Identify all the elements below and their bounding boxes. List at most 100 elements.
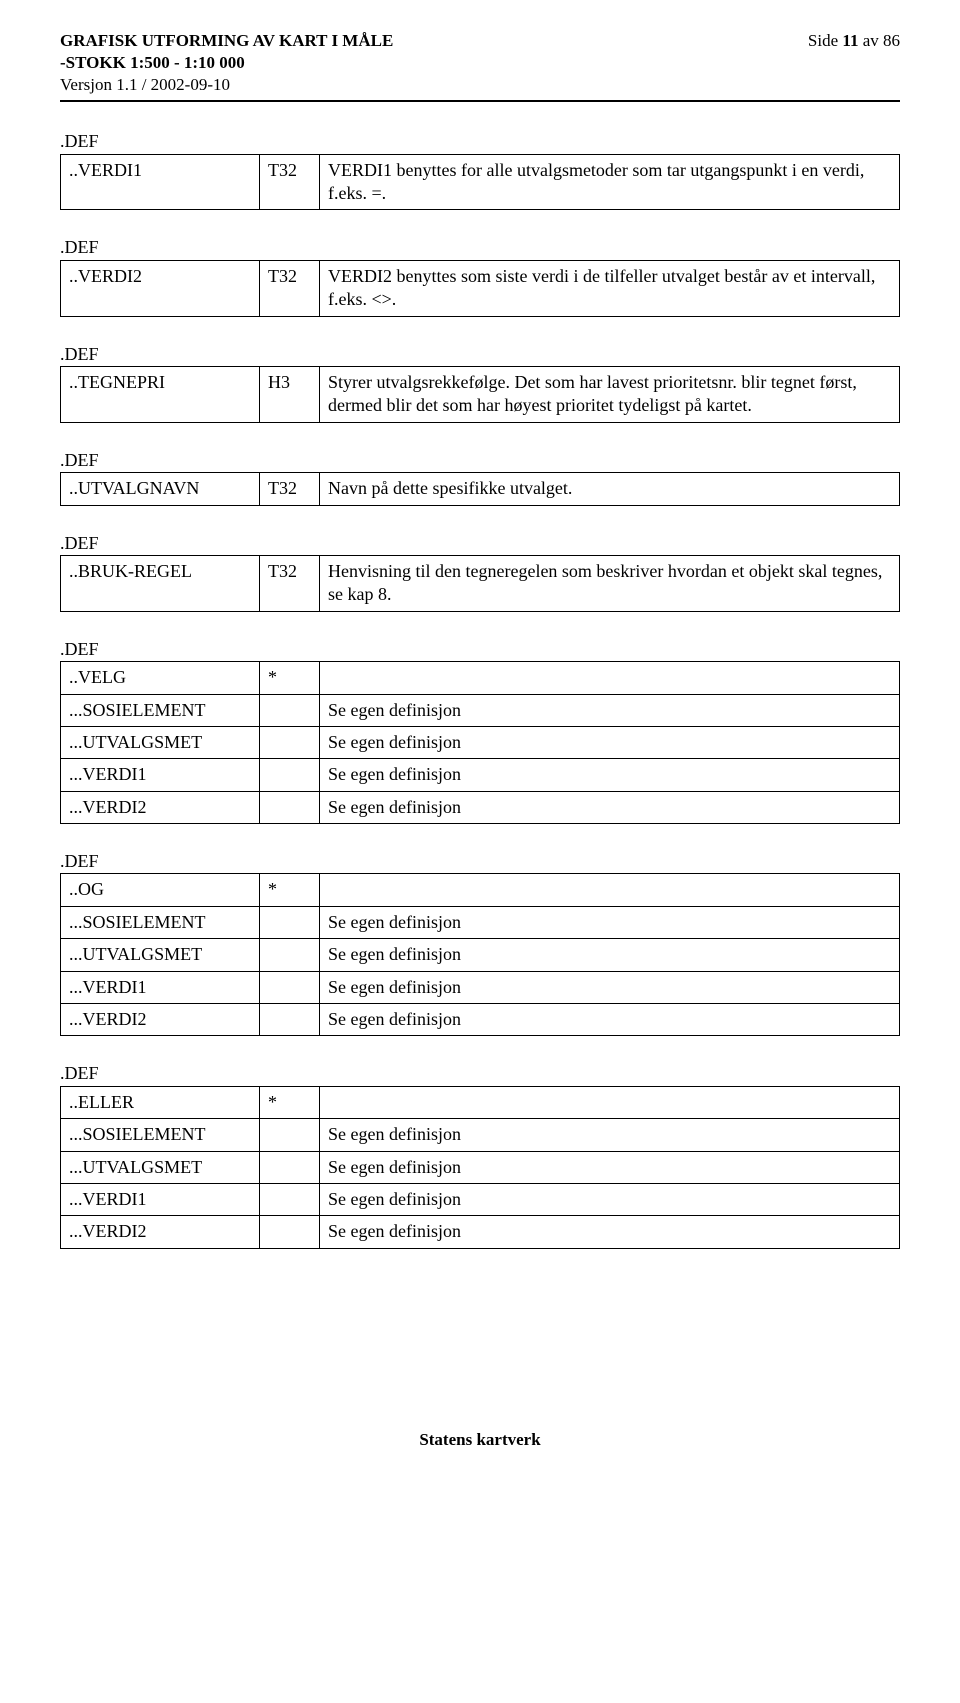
header-divider (60, 100, 900, 102)
def-block: .DEF..VELG*...SOSIELEMENT Se egen definis… (60, 638, 900, 824)
cell-desc (320, 873, 900, 906)
table-row: ...SOSIELEMENT Se egen definisjon (60, 1119, 900, 1151)
def-table: ..VERDI2T32VERDI2 benyttes som siste ver… (60, 260, 900, 317)
cell-type (260, 1152, 320, 1184)
cell-name: ...SOSIELEMENT (60, 1119, 260, 1151)
cell-type: T32 (260, 154, 320, 211)
cell-name: ..ELLER (60, 1086, 260, 1119)
cell-desc: Se egen definisjon (320, 1119, 900, 1151)
def-table: ..TEGNEPRIH3Styrer utvalgsrekkefølge. De… (60, 366, 900, 423)
table-row: ..VERDI1T32VERDI1 benyttes for alle utva… (60, 154, 900, 211)
def-block: .DEF..BRUK-REGELT32Henvisning til den te… (60, 532, 900, 612)
cell-name: ..TEGNEPRI (60, 366, 260, 423)
cell-type (260, 1216, 320, 1248)
cell-desc (320, 1086, 900, 1119)
cell-desc: Se egen definisjon (320, 1004, 900, 1036)
cell-desc: Henvisning til den tegneregelen som besk… (320, 555, 900, 612)
cell-desc: Se egen definisjon (320, 1184, 900, 1216)
cell-name: ...VERDI2 (60, 1004, 260, 1036)
cell-desc: Se egen definisjon (320, 907, 900, 939)
page-label: Side (808, 31, 838, 50)
table-row: ..BRUK-REGELT32Henvisning til den tegner… (60, 555, 900, 612)
cell-name: ..OG (60, 873, 260, 906)
cell-name: ...SOSIELEMENT (60, 695, 260, 727)
def-table: ..UTVALGNAVNT32Navn på dette spesifikke … (60, 472, 900, 505)
table-row: ..VERDI2T32VERDI2 benyttes som siste ver… (60, 260, 900, 317)
def-label: .DEF (60, 449, 900, 472)
cell-name: ...VERDI2 (60, 792, 260, 824)
cell-type: * (260, 873, 320, 906)
table-row: ..VELG* (60, 661, 900, 694)
def-block: .DEF..TEGNEPRIH3Styrer utvalgsrekkefølge… (60, 343, 900, 423)
def-label: .DEF (60, 236, 900, 259)
footer: Statens kartverk (60, 1429, 900, 1451)
def-block: .DEF..VERDI1T32VERDI1 benyttes for alle … (60, 130, 900, 210)
def-label: .DEF (60, 638, 900, 661)
cell-desc: Navn på dette spesifikke utvalget. (320, 472, 900, 505)
table-row: ...VERDI2 Se egen definisjon (60, 1004, 900, 1036)
cell-type (260, 759, 320, 791)
cell-name: ...VERDI2 (60, 1216, 260, 1248)
cell-type (260, 1004, 320, 1036)
table-row: ...UTVALGSMETSe egen definisjon (60, 1152, 900, 1184)
table-row: ...VERDI2 Se egen definisjon (60, 1216, 900, 1248)
cell-name: ...UTVALGSMET (60, 727, 260, 759)
cell-desc: Se egen definisjon (320, 1216, 900, 1248)
cell-name: ..VERDI2 (60, 260, 260, 317)
def-block: .DEF..OG*...SOSIELEMENT Se egen definisjo… (60, 850, 900, 1036)
table-row: ...SOSIELEMENT Se egen definisjon (60, 695, 900, 727)
cell-type: * (260, 661, 320, 694)
cell-name: ...VERDI1 (60, 972, 260, 1004)
header-right: Side 11 av 86 (808, 30, 900, 52)
table-row: ...SOSIELEMENT Se egen definisjon (60, 907, 900, 939)
cell-type: T32 (260, 555, 320, 612)
header-title-1: GRAFISK UTFORMING AV KART I MÅLE (60, 30, 393, 52)
cell-desc: VERDI1 benyttes for alle utvalgsmetoder … (320, 154, 900, 211)
def-table: ..VERDI1T32VERDI1 benyttes for alle utva… (60, 154, 900, 211)
header-left: GRAFISK UTFORMING AV KART I MÅLE -STOKK … (60, 30, 393, 96)
table-row: ...UTVALGSMETSe egen definisjon (60, 939, 900, 971)
cell-desc: Se egen definisjon (320, 727, 900, 759)
cell-name: ...VERDI1 (60, 759, 260, 791)
header-title-2: -STOKK 1:500 - 1:10 000 (60, 52, 393, 74)
table-row: ...VERDI1Se egen definisjon (60, 1184, 900, 1216)
cell-name: ...UTVALGSMET (60, 1152, 260, 1184)
def-label: .DEF (60, 1062, 900, 1085)
def-table: ..ELLER*...SOSIELEMENT Se egen definisjon… (60, 1086, 900, 1249)
cell-desc: VERDI2 benyttes som siste verdi i de til… (320, 260, 900, 317)
cell-desc (320, 661, 900, 694)
header-version: Versjon 1.1 / 2002-09-10 (60, 74, 393, 96)
cell-type: H3 (260, 366, 320, 423)
def-label: .DEF (60, 850, 900, 873)
cell-type: T32 (260, 260, 320, 317)
table-row: ..ELLER* (60, 1086, 900, 1119)
cell-desc: Styrer utvalgsrekkefølge. Det som har la… (320, 366, 900, 423)
cell-type (260, 1184, 320, 1216)
cell-name: ..BRUK-REGEL (60, 555, 260, 612)
cell-desc: Se egen definisjon (320, 792, 900, 824)
def-table: ..BRUK-REGELT32Henvisning til den tegner… (60, 555, 900, 612)
def-label: .DEF (60, 532, 900, 555)
cell-name: ...SOSIELEMENT (60, 907, 260, 939)
page-header: GRAFISK UTFORMING AV KART I MÅLE -STOKK … (60, 30, 900, 96)
cell-type: T32 (260, 472, 320, 505)
cell-type (260, 1119, 320, 1151)
def-table: ..VELG*...SOSIELEMENT Se egen definisjon.… (60, 661, 900, 824)
cell-desc: Se egen definisjon (320, 695, 900, 727)
cell-type (260, 695, 320, 727)
cell-name: ..VELG (60, 661, 260, 694)
def-block: .DEF..ELLER*...SOSIELEMENT Se egen defini… (60, 1062, 900, 1248)
def-label: .DEF (60, 130, 900, 153)
def-table: ..OG*...SOSIELEMENT Se egen definisjon...… (60, 873, 900, 1036)
table-row: ...VERDI1 Se egen definisjon (60, 759, 900, 791)
table-row: ..UTVALGNAVNT32Navn på dette spesifikke … (60, 472, 900, 505)
table-row: ...VERDI1Se egen definisjon (60, 972, 900, 1004)
table-row: ...VERDI2 Se egen definisjon (60, 792, 900, 824)
def-block: .DEF..UTVALGNAVNT32Navn på dette spesifi… (60, 449, 900, 506)
table-row: ..TEGNEPRIH3Styrer utvalgsrekkefølge. De… (60, 366, 900, 423)
page-sep: av (863, 31, 879, 50)
cell-desc: Se egen definisjon (320, 759, 900, 791)
cell-type (260, 907, 320, 939)
cell-type (260, 727, 320, 759)
cell-type (260, 972, 320, 1004)
